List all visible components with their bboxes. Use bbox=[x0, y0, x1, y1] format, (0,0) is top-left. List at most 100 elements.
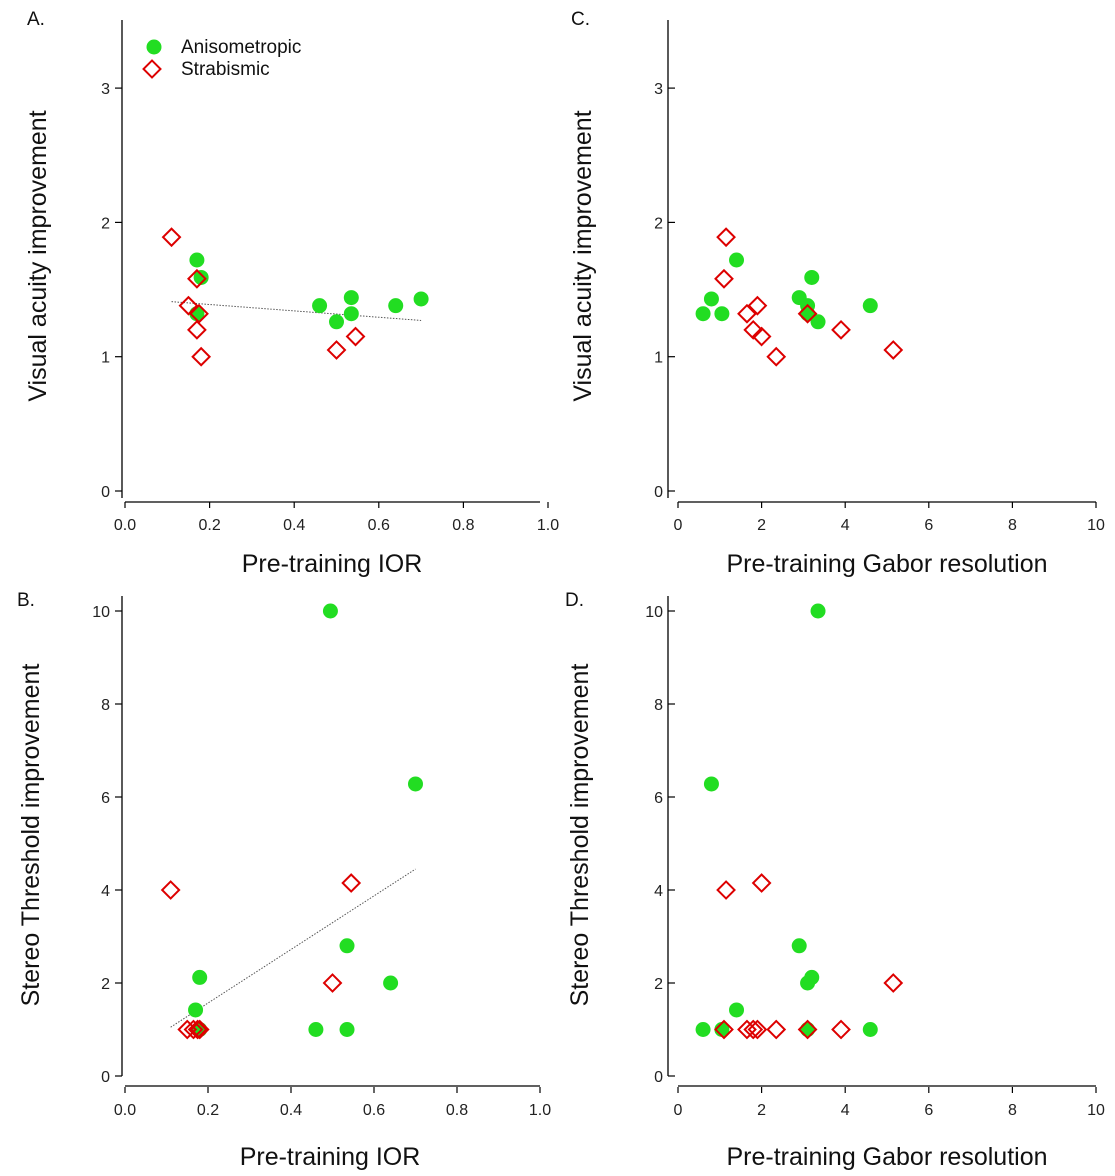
anisometropic-point bbox=[810, 314, 826, 330]
anisometropic-point bbox=[329, 314, 344, 330]
strabismic-point bbox=[766, 346, 787, 367]
panel-d-marks bbox=[695, 603, 904, 1040]
panel-a-marks bbox=[161, 227, 429, 367]
panel-b-ytick-label: 6 bbox=[101, 790, 110, 807]
panel-a-ytick-label: 3 bbox=[101, 81, 110, 98]
strabismic-point bbox=[322, 973, 343, 993]
strabismic-point bbox=[189, 303, 209, 324]
strabismic-point bbox=[797, 303, 818, 324]
panel-a-trendline bbox=[171, 301, 422, 321]
panel-c-ticks: 0 2 4 6 8 10 0 1 2 3 bbox=[654, 81, 1105, 534]
anisometropic-point bbox=[188, 1002, 204, 1018]
strabismic-point bbox=[831, 319, 851, 340]
panel-c-marks bbox=[695, 227, 904, 367]
panel-b-trendline bbox=[170, 868, 416, 1028]
strabismic-point bbox=[187, 1019, 208, 1040]
panel-d-letter: D. bbox=[565, 590, 584, 611]
strabismic-point bbox=[883, 973, 904, 993]
panel-b-ylabel: Stereo Threshold improvement bbox=[17, 664, 45, 1007]
strabismic-point bbox=[714, 268, 734, 289]
legend-strabismic-label: Strabismic bbox=[181, 59, 270, 80]
panel-b-ytick-label: 0 bbox=[101, 1069, 110, 1086]
legend-anisometropic-marker bbox=[146, 39, 162, 55]
panel-b-xtick-label: 0.8 bbox=[446, 1102, 468, 1119]
panel-c-ytick-label: 3 bbox=[654, 81, 663, 98]
anisometropic-point bbox=[192, 969, 208, 985]
panel-b-ytick-label: 2 bbox=[101, 976, 110, 993]
panel-c-xtick-label: 8 bbox=[1008, 517, 1017, 534]
anisometropic-point bbox=[189, 252, 205, 268]
panel-a-ticks: 0.0 0.2 0.4 0.6 0.8 1.0 0 1 2 3 bbox=[101, 81, 559, 534]
strabismic-point bbox=[187, 319, 207, 340]
strabismic-point bbox=[716, 880, 736, 900]
strabismic-point bbox=[751, 873, 772, 893]
anisometropic-point bbox=[862, 1022, 878, 1037]
strabismic-point bbox=[831, 1019, 851, 1040]
panel-a-xtick-label: 0.6 bbox=[368, 517, 390, 534]
panel-b-xtick-label: 0.0 bbox=[114, 1102, 136, 1119]
strabismic-point bbox=[737, 303, 757, 324]
panel-b-ytick-label: 8 bbox=[101, 697, 110, 714]
anisometropic-point bbox=[729, 252, 745, 268]
panel-a-xtick-label: 0.8 bbox=[452, 517, 474, 534]
panel-c-xlabel: Pre-training Gabor resolution bbox=[727, 550, 1048, 578]
strabismic-point bbox=[178, 295, 199, 316]
panel-c: C. 0 2 4 6 8 10 0 1 2 3 Pre-training Gabor resolu… bbox=[569, 9, 1105, 578]
panel-b-xtick-label: 0.4 bbox=[280, 1102, 302, 1119]
panel-d-ytick-label: 4 bbox=[654, 883, 663, 900]
anisometropic-point bbox=[413, 291, 429, 307]
anisometropic-point bbox=[800, 1022, 816, 1037]
panel-b-xtick-label: 1.0 bbox=[529, 1102, 551, 1119]
panel-d-ytick-label: 6 bbox=[654, 790, 663, 807]
anisometropic-point bbox=[312, 298, 328, 314]
panel-a-xtick-label: 0.2 bbox=[198, 517, 220, 534]
panel-d-xlabel: Pre-training Gabor resolution bbox=[727, 1143, 1048, 1171]
legend: Anisometropic Strabismic bbox=[142, 37, 301, 80]
strabismic-point bbox=[766, 1019, 787, 1040]
anisometropic-point bbox=[322, 603, 338, 619]
panel-d-ytick-label: 8 bbox=[654, 697, 663, 714]
panel-a-xtick-label: 1.0 bbox=[537, 517, 559, 534]
panel-a-ytick-label: 1 bbox=[101, 350, 110, 367]
anisometropic-point bbox=[695, 1022, 711, 1037]
panel-a-letter: A. bbox=[27, 9, 45, 30]
panel-b-ytick-label: 4 bbox=[101, 883, 110, 900]
panel-c-xtick-label: 0 bbox=[674, 517, 683, 534]
panel-c-letter: C. bbox=[571, 9, 590, 30]
anisometropic-point bbox=[339, 1022, 355, 1037]
strabismic-point bbox=[183, 1019, 204, 1040]
panel-c-ytick-label: 0 bbox=[654, 484, 663, 501]
anisometropic-point bbox=[193, 269, 209, 285]
strabismic-point bbox=[187, 268, 207, 289]
strabismic-point bbox=[883, 340, 904, 360]
anisometropic-point bbox=[339, 938, 355, 954]
panel-c-xtick-label: 2 bbox=[757, 517, 766, 534]
panel-d-ytick-label: 10 bbox=[645, 604, 663, 621]
strabismic-point bbox=[177, 1019, 198, 1040]
legend-strabismic-marker bbox=[142, 59, 162, 79]
panel-d-xtick-label: 0 bbox=[674, 1102, 683, 1119]
panel-b-xtick-label: 0.2 bbox=[197, 1102, 219, 1119]
panel-d-xtick-label: 10 bbox=[1087, 1102, 1105, 1119]
panel-d-xtick-label: 8 bbox=[1008, 1102, 1017, 1119]
anisometropic-point bbox=[343, 306, 359, 322]
panel-a-xtick-label: 0.4 bbox=[283, 517, 305, 534]
panel-a-xtick-label: 0.0 bbox=[114, 517, 136, 534]
strabismic-point bbox=[160, 880, 181, 900]
anisometropic-point bbox=[388, 298, 404, 314]
panel-d: D. 0 2 4 6 8 10 0 2 4 6 8 10 Pre-training Gabor res… bbox=[565, 590, 1105, 1171]
strabismic-point bbox=[189, 1019, 210, 1040]
strabismic-point bbox=[326, 340, 347, 360]
panel-b-xtick-label: 0.6 bbox=[363, 1102, 385, 1119]
panel-d-ticks: 0 2 4 6 8 10 0 2 4 6 8 10 bbox=[645, 604, 1105, 1119]
panel-c-ytick-label: 2 bbox=[654, 215, 663, 232]
panel-b-marks bbox=[160, 603, 423, 1040]
anisometropic-point bbox=[800, 975, 816, 991]
anisometropic-point bbox=[714, 306, 730, 322]
panel-c-ytick-label: 1 bbox=[654, 350, 663, 367]
panel-c-ylabel: Visual acuity improvement bbox=[569, 110, 597, 401]
strabismic-point bbox=[743, 1019, 764, 1040]
anisometropic-point bbox=[408, 776, 423, 792]
panel-d-ytick-label: 0 bbox=[654, 1069, 663, 1086]
